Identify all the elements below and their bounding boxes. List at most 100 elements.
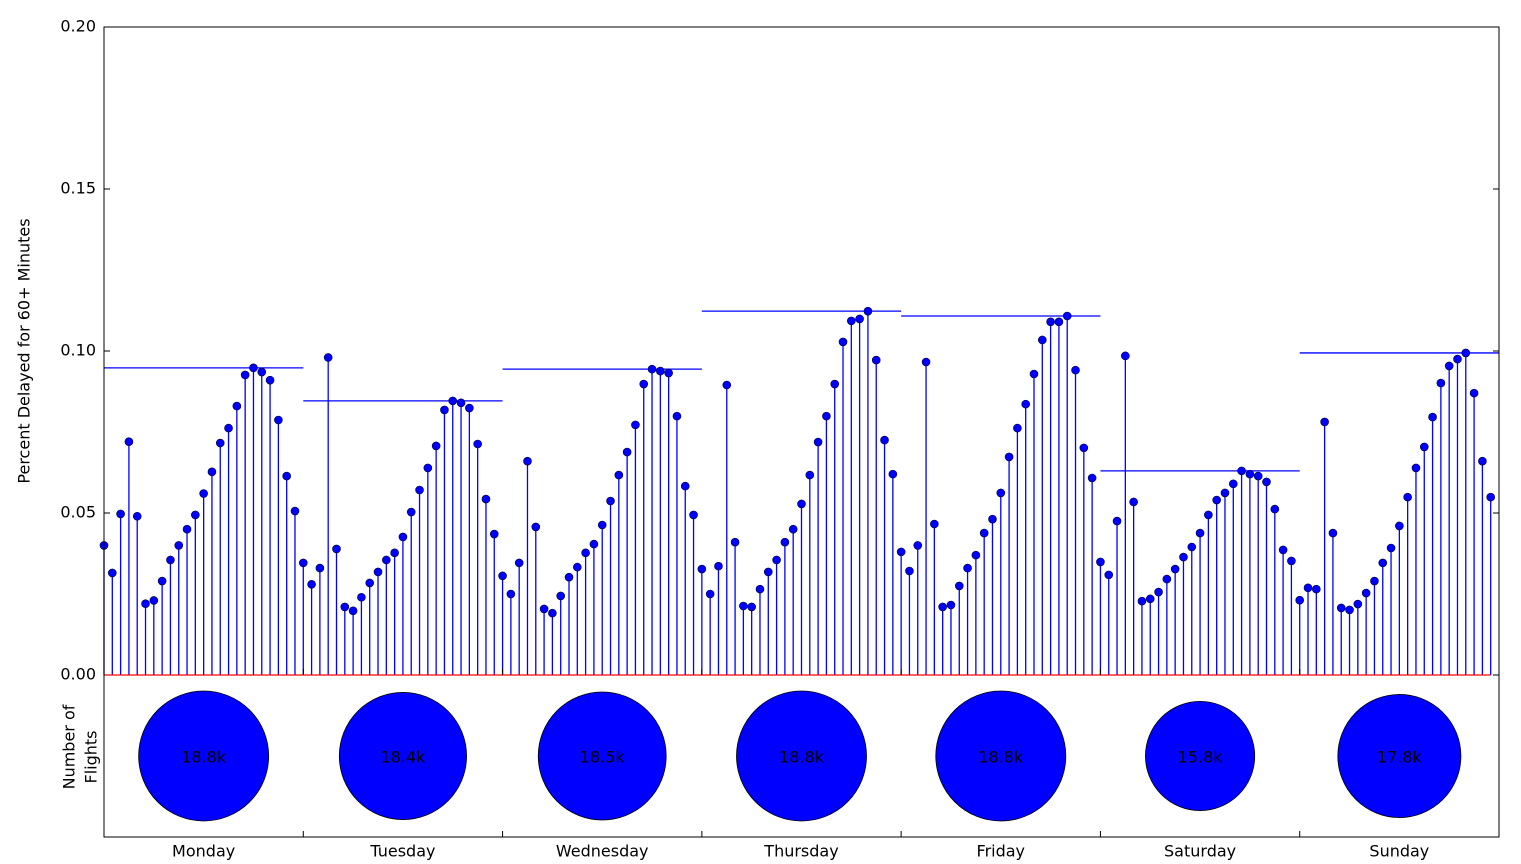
marker	[747, 602, 756, 612]
marker	[664, 368, 673, 378]
marker	[780, 537, 790, 547]
marker	[240, 370, 250, 380]
marker	[1453, 354, 1462, 364]
bubble	[1337, 694, 1462, 818]
bubble	[935, 690, 1067, 822]
marker	[863, 306, 873, 316]
marker	[689, 510, 698, 520]
bubble	[338, 691, 467, 821]
x-tick-label: Monday	[172, 842, 235, 861]
marker	[548, 608, 557, 618]
marker	[631, 420, 640, 430]
marker	[523, 456, 532, 466]
marker	[473, 439, 482, 449]
y-tick-label: 0.00	[60, 665, 96, 684]
marker	[672, 411, 682, 421]
marker	[1204, 510, 1213, 520]
marker	[1295, 595, 1305, 605]
marker	[224, 423, 233, 433]
marker	[1187, 542, 1197, 552]
marker	[1345, 605, 1354, 615]
marker	[1461, 348, 1471, 358]
x-tick-label: Wednesday	[556, 842, 649, 861]
y-tick-label: 0.10	[60, 341, 96, 360]
marker	[1328, 528, 1338, 538]
marker	[822, 411, 831, 421]
marker	[215, 438, 225, 448]
bubble	[736, 690, 867, 822]
marker	[290, 506, 300, 516]
marker	[647, 364, 657, 374]
marker	[830, 379, 840, 389]
marker	[772, 555, 781, 565]
marker	[1170, 564, 1180, 574]
bubble-label: 18.8k	[779, 748, 825, 767]
marker	[797, 499, 806, 509]
marker	[465, 403, 474, 413]
x-tick-label: Sunday	[1369, 842, 1429, 861]
y-tick-label: 0.20	[60, 17, 96, 36]
bubble-label: 17.8k	[1377, 748, 1423, 767]
marker	[888, 469, 898, 479]
marker	[813, 437, 823, 447]
marker	[1079, 443, 1089, 453]
marker	[365, 578, 375, 588]
marker	[1378, 558, 1388, 568]
marker	[1237, 466, 1246, 476]
marker	[1478, 456, 1487, 466]
marker	[390, 548, 399, 558]
marker	[132, 511, 142, 521]
marker	[373, 567, 383, 577]
bubble-label: 18.5k	[580, 748, 626, 767]
marker	[323, 353, 333, 362]
marker	[1154, 587, 1163, 597]
marker	[448, 396, 458, 406]
x-tick-label: Friday	[977, 842, 1026, 861]
marker	[1104, 570, 1114, 580]
marker	[1386, 543, 1396, 553]
marker	[788, 524, 798, 534]
marker	[191, 510, 200, 520]
marker	[913, 541, 923, 550]
marker	[1145, 594, 1155, 604]
marker	[871, 355, 881, 365]
bubble	[1145, 700, 1256, 812]
marker	[763, 567, 773, 577]
marker	[1253, 471, 1263, 481]
marker	[1179, 552, 1188, 562]
marker	[1071, 365, 1080, 375]
marker	[157, 576, 167, 586]
marker	[456, 398, 466, 408]
marker	[597, 520, 607, 530]
marker	[946, 600, 956, 610]
marker	[656, 366, 665, 376]
marker	[589, 539, 599, 549]
marker	[1336, 603, 1346, 613]
marker	[506, 589, 516, 599]
y-axis-label: Percent Delayed for 60+ Minutes	[15, 218, 34, 483]
marker	[265, 375, 275, 385]
marker	[1021, 399, 1030, 409]
marker	[722, 380, 732, 390]
marker	[207, 467, 217, 477]
marker	[340, 602, 350, 612]
marker	[141, 599, 150, 609]
marker	[1004, 452, 1014, 462]
marker	[1287, 556, 1296, 566]
marker	[680, 481, 690, 491]
marker	[348, 606, 358, 616]
y-tick-label: 0.05	[60, 503, 96, 522]
marker	[1228, 479, 1238, 489]
marker	[1038, 335, 1047, 345]
marker	[1312, 584, 1321, 594]
bubble-label: 18.8k	[978, 748, 1024, 767]
marker	[730, 537, 740, 547]
marker	[606, 496, 615, 506]
marker	[971, 550, 981, 560]
marker	[1361, 588, 1371, 598]
marker	[847, 316, 856, 326]
marker	[149, 596, 159, 605]
bubble-label: 18.8k	[181, 748, 227, 767]
marker	[1436, 378, 1446, 388]
